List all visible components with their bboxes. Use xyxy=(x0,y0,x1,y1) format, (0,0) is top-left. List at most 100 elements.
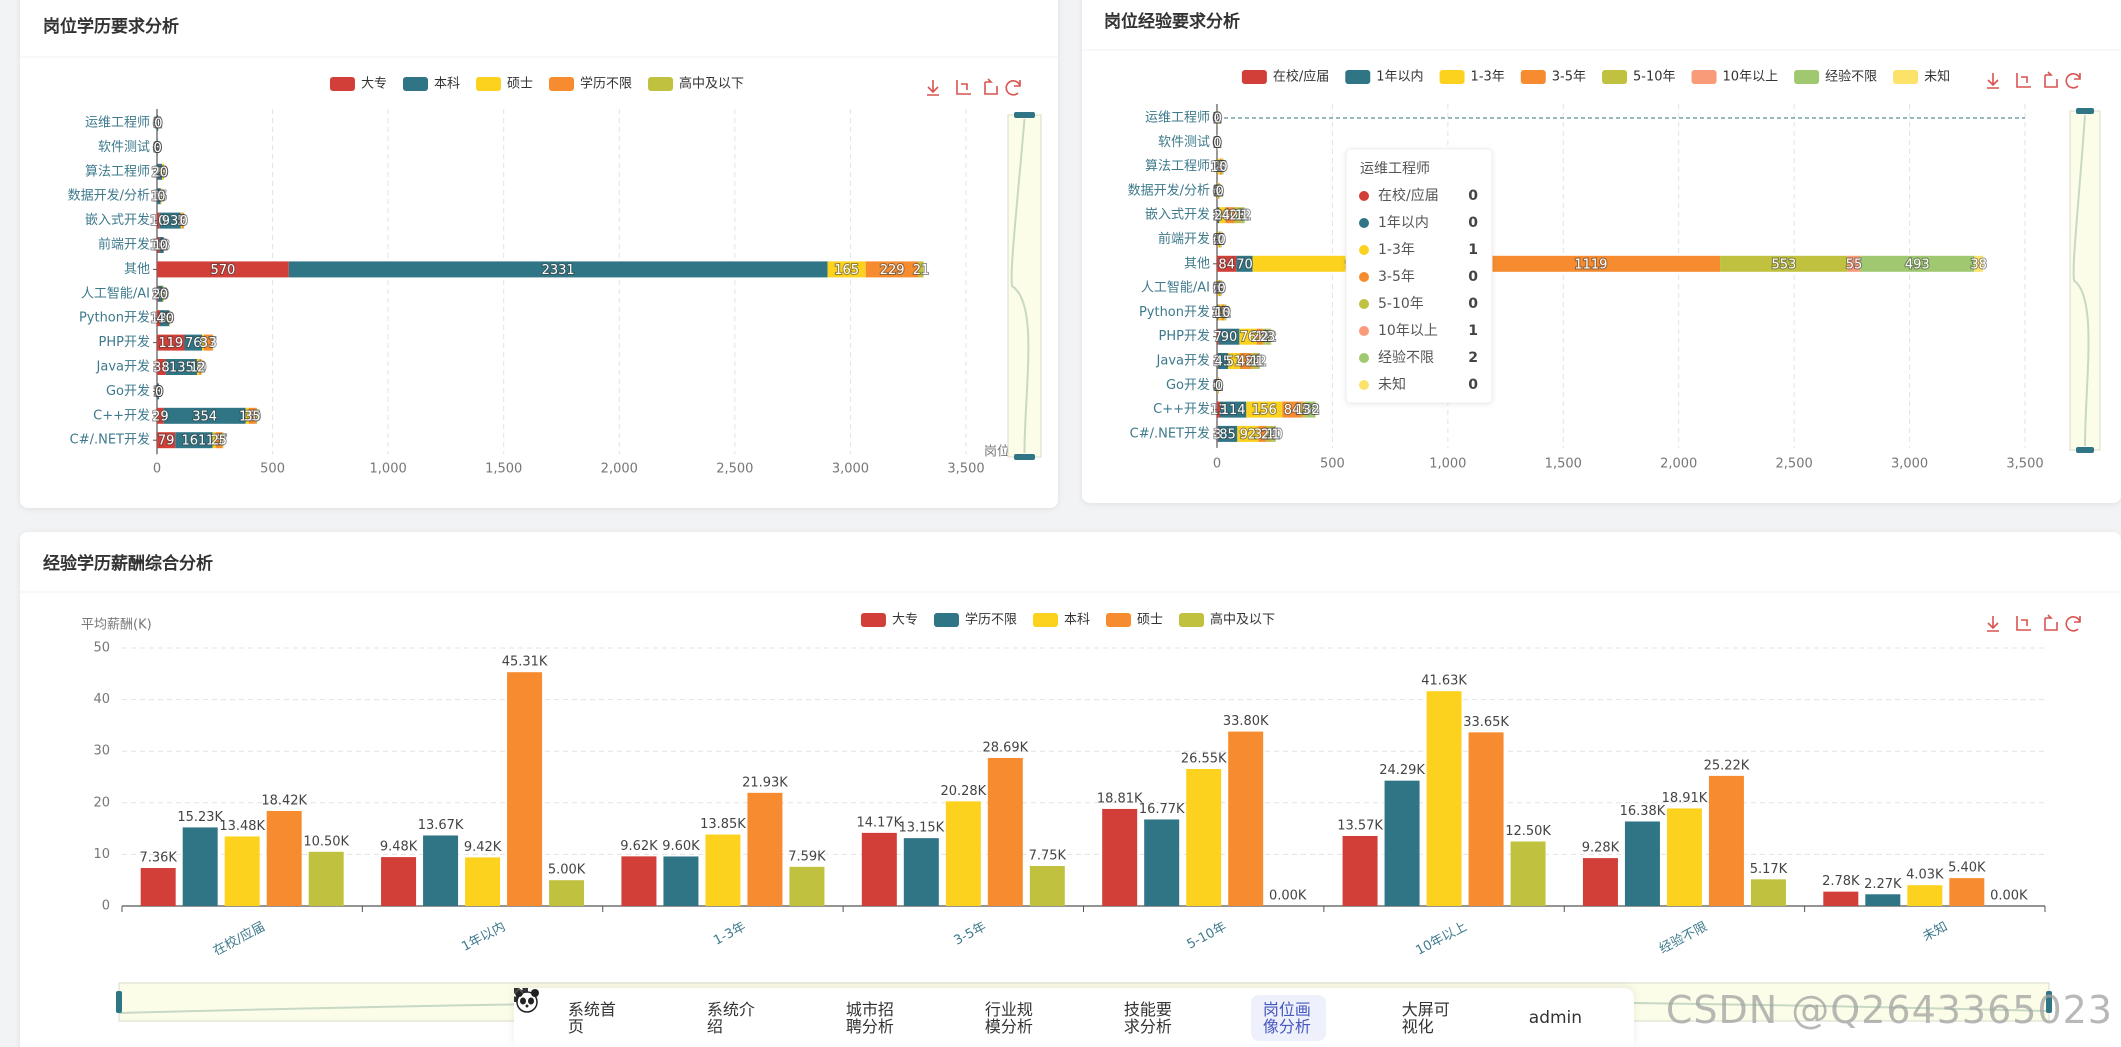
data-zoom-handle[interactable] xyxy=(2076,447,2094,453)
chart-title: 岗位学历要求分析 xyxy=(43,16,179,37)
nav-label: 技能要求分析 xyxy=(1123,999,1172,1036)
tool-download[interactable] xyxy=(1987,73,1999,89)
data-label: 12 xyxy=(1256,330,1273,345)
legend: 大专 学历不限 本科 硕士 高中及以下 xyxy=(860,612,1275,628)
y-tick-label: Go开发 xyxy=(106,383,150,399)
tool-zoom[interactable] xyxy=(956,80,971,95)
data-label: 18.42K xyxy=(261,793,307,808)
data-zoom-handle[interactable] xyxy=(2046,991,2052,1013)
tool-zoom-reset[interactable] xyxy=(2044,614,2058,631)
bar-segment xyxy=(199,359,202,375)
tooltip-marker xyxy=(1359,299,1369,309)
bar-segment xyxy=(157,188,161,205)
nav-item[interactable]: 系统介绍 xyxy=(514,988,770,1041)
panel xyxy=(20,0,1058,508)
data-label: 135 xyxy=(169,361,194,376)
tool-restore[interactable] xyxy=(2065,616,2081,632)
tool-zoom-reset[interactable] xyxy=(984,78,998,95)
legend-swatch xyxy=(648,77,674,91)
bar-segment xyxy=(1217,207,1220,224)
bar xyxy=(987,757,1023,906)
tooltip-name: 5-10年 xyxy=(1378,296,1424,312)
data-label: 1 xyxy=(1213,112,1221,127)
y-tick-label: 嵌入式开发 xyxy=(1145,207,1210,223)
y-tick-label: Java开发 xyxy=(1156,353,1210,369)
tooltip-box xyxy=(1345,148,1493,404)
data-label: 1 xyxy=(1215,379,1223,394)
data-label: 13.67K xyxy=(418,818,464,833)
data-label: 1 xyxy=(1256,355,1264,370)
tool-zoom-reset[interactable] xyxy=(2044,71,2058,88)
nav-item[interactable]: 行业规模分析 xyxy=(514,988,1048,1041)
bar-segment xyxy=(157,285,159,302)
y-tick-label: 人工智能/AI xyxy=(81,286,150,301)
bar xyxy=(1144,819,1180,906)
data-label: 9.48K xyxy=(380,840,418,855)
tool-restore[interactable] xyxy=(2065,73,2081,89)
nav-label: 大屏可视化 xyxy=(1401,999,1450,1036)
bar-segment xyxy=(1306,401,1316,418)
data-label: 2 xyxy=(1261,330,1269,345)
x-tick-label: 500 xyxy=(1320,457,1345,472)
nav-item[interactable]: 大屏可视化 xyxy=(514,988,1465,1041)
data-label: 18.81K xyxy=(1097,791,1143,806)
data-label: 5 xyxy=(153,287,161,302)
data-zoom-handle[interactable] xyxy=(116,991,122,1013)
bar-segment xyxy=(1222,158,1224,175)
tooltip-marker xyxy=(1359,326,1369,336)
data-label: 5 xyxy=(252,409,260,424)
data-label: 0 xyxy=(1219,160,1227,175)
bar-segment xyxy=(157,139,158,156)
bar xyxy=(182,827,218,906)
data-label: 5 xyxy=(1219,160,1227,175)
bar-segment xyxy=(157,212,160,229)
bar xyxy=(621,856,657,906)
data-label: 0 xyxy=(1213,136,1221,151)
nav-item[interactable]: 技能要求分析 xyxy=(514,988,1187,1041)
tool-download[interactable] xyxy=(927,80,939,96)
bar xyxy=(423,835,459,906)
user-menu[interactable]: admin xyxy=(514,988,1592,1028)
tooltip-name: 在校/应届 xyxy=(1378,187,1439,204)
legend-swatch xyxy=(402,77,428,91)
y-tick-label: C++开发 xyxy=(1153,401,1210,417)
data-label: 0 xyxy=(160,287,168,302)
y-tick-label: 其他 xyxy=(124,262,150,277)
tool-zoom[interactable] xyxy=(2016,73,2031,88)
tool-restore[interactable] xyxy=(1005,80,1021,96)
data-label: 8 xyxy=(159,165,167,180)
data-label: 79 xyxy=(158,434,175,449)
nav-item[interactable]: 岗位画像分析 xyxy=(514,988,1326,1041)
legend-swatch xyxy=(933,613,959,627)
data-label: 0 xyxy=(1213,136,1221,151)
data-label: 0 xyxy=(1215,379,1223,394)
bar-segment xyxy=(1305,401,1307,418)
data-label: 165 xyxy=(834,263,859,278)
data-label: 20 xyxy=(152,165,169,180)
x-tick-label: 3,000 xyxy=(1891,457,1928,472)
data-label: 0 xyxy=(1213,112,1221,127)
tool-download[interactable] xyxy=(1987,616,1999,632)
data-label: 28.69K xyxy=(982,740,1028,755)
tooltip-marker xyxy=(1359,191,1369,201)
tool-zoom[interactable] xyxy=(2016,616,2031,631)
data-label: 0 xyxy=(1213,282,1221,297)
data-zoom-handle[interactable] xyxy=(1014,112,1035,118)
data-label: 9.62K xyxy=(620,839,658,854)
y-tick-label: 嵌入式开发 xyxy=(85,212,150,228)
x-tick-label: 2,500 xyxy=(1776,457,1813,472)
data-label: 13 xyxy=(1210,403,1227,418)
x-tick-label: 1,000 xyxy=(370,462,407,477)
bar-segment xyxy=(918,261,924,278)
bar-segment xyxy=(1219,231,1221,248)
data-zoom-handle[interactable] xyxy=(1014,454,1035,460)
nav-item[interactable]: 系统首页 xyxy=(516,990,631,1041)
toolbox xyxy=(1987,71,2081,89)
data-zoom-handle[interactable] xyxy=(2076,108,2094,114)
bar xyxy=(1582,858,1618,906)
nav-label: 系统首页 xyxy=(567,999,616,1036)
data-label: 0 xyxy=(1213,112,1221,127)
nav-item[interactable]: 城市招聘分析 xyxy=(514,988,909,1041)
toolbox xyxy=(927,78,1021,96)
